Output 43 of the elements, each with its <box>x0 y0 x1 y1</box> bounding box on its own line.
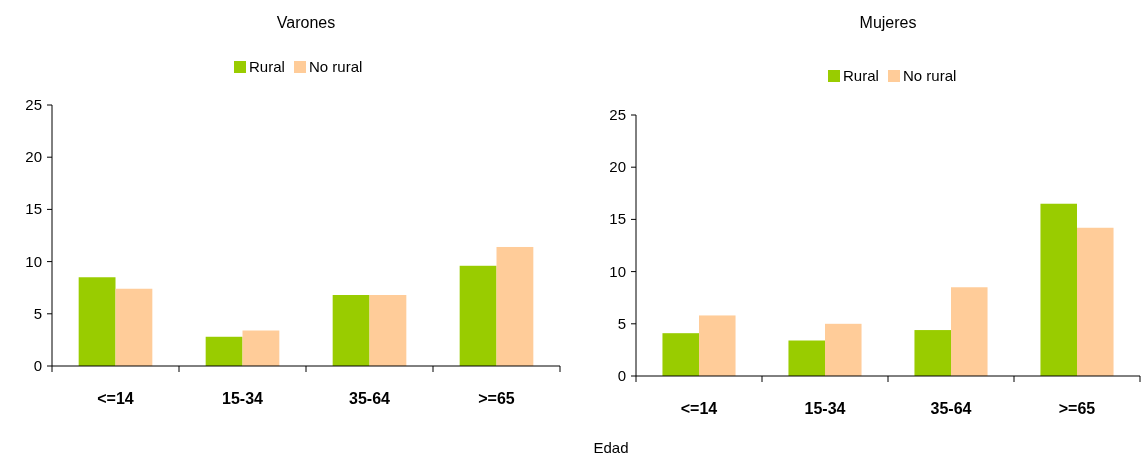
x-tick-label: <=14 <box>680 400 718 417</box>
bar <box>459 265 497 366</box>
x-tick-label: >=65 <box>478 390 515 407</box>
x-axis-title: Edad <box>593 439 629 456</box>
legend-label: Rural <box>249 58 285 75</box>
bar <box>205 336 243 366</box>
bar <box>951 287 988 376</box>
bar <box>662 333 699 376</box>
y-tick-label: 0 <box>33 357 42 374</box>
y-tick-label: 0 <box>617 367 626 384</box>
chart-title: Varones <box>276 14 336 31</box>
bar <box>78 277 116 366</box>
bar <box>496 246 534 366</box>
y-tick-label: 20 <box>25 148 42 166</box>
bar <box>369 295 407 366</box>
x-tick-label: 35-64 <box>349 390 391 407</box>
bar <box>914 330 951 376</box>
y-tick-label: 10 <box>25 252 42 270</box>
x-tick-label: <=14 <box>97 390 134 407</box>
y-tick-label: 5 <box>33 304 42 322</box>
x-tick-label: >=65 <box>1058 400 1096 417</box>
bar <box>115 288 153 366</box>
x-tick-label: 35-64 <box>930 400 972 417</box>
bar <box>699 315 736 376</box>
bar <box>1077 227 1114 376</box>
legend-label: Rural <box>843 67 879 84</box>
x-tick-label: 15-34 <box>222 390 264 407</box>
y-tick-label: 10 <box>609 262 626 280</box>
bar <box>825 323 862 376</box>
chart-title: Mujeres <box>859 14 917 31</box>
y-tick-label: 5 <box>617 314 626 332</box>
y-tick-label: 25 <box>609 106 626 123</box>
legend-label: No rural <box>309 58 363 75</box>
bar <box>1040 203 1077 376</box>
bar <box>788 340 825 376</box>
y-tick-label: 25 <box>25 96 42 113</box>
y-tick-label: 15 <box>609 210 626 228</box>
legend-label: No rural <box>903 67 957 84</box>
bar <box>332 295 370 366</box>
y-tick-label: 15 <box>25 200 42 218</box>
y-tick-label: 20 <box>609 158 626 176</box>
x-tick-label: 15-34 <box>804 400 846 417</box>
bar <box>242 330 280 366</box>
